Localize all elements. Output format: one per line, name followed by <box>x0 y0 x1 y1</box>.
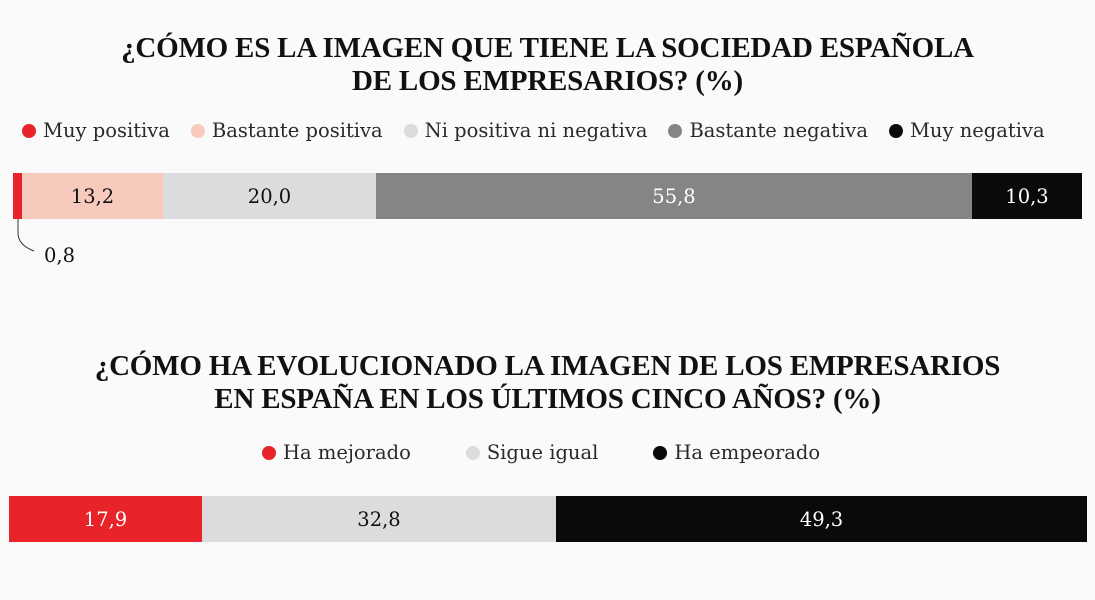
bar-segment-sigue-igual: 32,8 <box>202 496 556 542</box>
bar-segment-ha-empeorado: 49,3 <box>556 496 1087 542</box>
legend-label: Ha mejorado <box>283 441 411 464</box>
data-label: 10,3 <box>1005 184 1049 208</box>
data-label: 17,9 <box>83 507 128 531</box>
callout-leader-line <box>17 219 35 252</box>
legend-item-ni-positiva-ni-negativa: Ni positiva ni negativa <box>403 119 648 142</box>
legend-item-ha-empeorado: Ha empeorado <box>653 441 820 464</box>
legend-label: Ha empeorado <box>674 441 821 464</box>
chart-title-line: EN ESPAÑA EN LOS ÚLTIMOS CINCO AÑOS? (%) <box>214 383 881 415</box>
callout-label-muy-positiva: 0,8 <box>44 244 76 267</box>
legend-swatch <box>668 123 683 138</box>
chart-title-line: ¿CÓMO ES LA IMAGEN QUE TIENE LA SOCIEDAD… <box>121 32 974 64</box>
bar-segment-ni-positiva-ni-negativa: 20,0 <box>163 173 376 219</box>
legend-label: Bastante positiva <box>211 119 383 142</box>
data-label: 20,0 <box>247 184 292 208</box>
legend-item-ha-mejorado: Ha mejorado <box>262 441 411 464</box>
legend-evolucion: Ha mejorado Sigue igual Ha empeorado <box>262 441 820 464</box>
data-label: 13,2 <box>70 184 115 208</box>
data-label: 49,3 <box>799 507 844 531</box>
data-label: 32,8 <box>357 507 401 531</box>
legend-item-muy-negativa: Muy negativa <box>888 119 1045 142</box>
stacked-bar-imagen: 13,2 20,0 55,8 10,3 <box>13 173 1082 219</box>
legend-item-sigue-igual: Sigue igual <box>465 441 599 464</box>
chart-title-evolucion: ¿CÓMO HA EVOLUCIONADO LA IMAGEN DE LOS E… <box>0 350 1095 416</box>
data-label: 55,8 <box>652 184 696 208</box>
legend-swatch <box>888 123 903 138</box>
legend-swatch <box>262 445 276 460</box>
legend-label: Sigue igual <box>486 441 599 464</box>
legend-label: Muy negativa <box>909 119 1045 142</box>
legend-item-bastante-negativa: Bastante negativa <box>668 119 868 142</box>
legend-swatch <box>190 123 205 138</box>
legend-imagen: Muy positiva Bastante positiva Ni positiva… <box>22 119 1045 142</box>
legend-swatch <box>653 445 668 460</box>
legend-item-muy-positiva: Muy positiva <box>22 119 170 142</box>
bar-segment-bastante-positiva: 13,2 <box>22 173 163 219</box>
legend-swatch <box>22 123 36 138</box>
bar-segment-bastante-negativa: 55,8 <box>376 173 972 219</box>
legend-label: Bastante negativa <box>689 119 868 142</box>
legend-item-bastante-positiva: Bastante positiva <box>190 119 383 142</box>
bar-segment-muy-positiva <box>13 173 22 219</box>
stacked-bar-evolucion: 17,9 32,8 49,3 <box>9 496 1087 542</box>
legend-swatch <box>403 123 418 138</box>
chart-title-line: DE LOS EMPRESARIOS? (%) <box>352 65 743 97</box>
legend-label: Muy positiva <box>43 119 170 142</box>
chart-title-imagen: ¿CÓMO ES LA IMAGEN QUE TIENE LA SOCIEDAD… <box>0 32 1095 98</box>
bar-segment-muy-negativa: 10,3 <box>972 173 1082 219</box>
bar-segment-ha-mejorado: 17,9 <box>9 496 202 542</box>
legend-label: Ni positiva ni negativa <box>424 119 648 142</box>
chart-title-line: ¿CÓMO HA EVOLUCIONADO LA IMAGEN DE LOS E… <box>94 350 1001 382</box>
legend-swatch <box>465 445 480 460</box>
